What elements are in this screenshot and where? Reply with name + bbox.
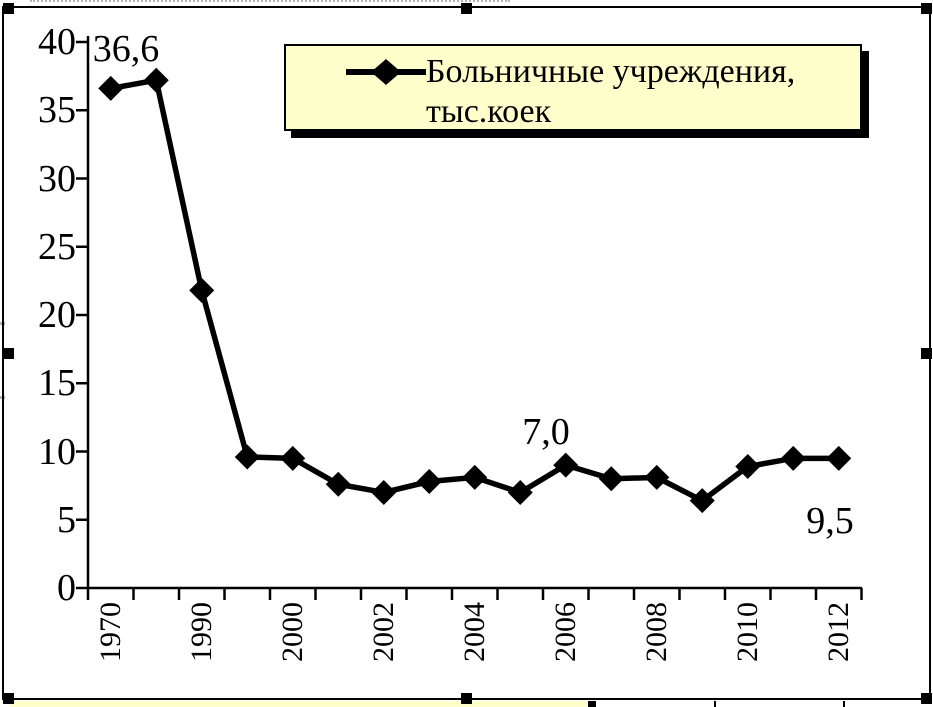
y-tick-label: 5 [57,498,76,541]
selection-handle-top-middle[interactable] [461,3,472,14]
y-tick-label: 40 [38,21,76,63]
series-line [110,77,839,504]
data-point-marker [234,444,260,470]
document-table-cell-border [714,701,716,707]
selection-handle-middle-left[interactable] [3,348,14,359]
data-point-marker [462,464,488,490]
x-tick-label: 1990 [184,602,218,662]
data-point-marker [598,466,624,492]
x-tick-label: 2008 [639,602,673,662]
data-point-marker [143,67,169,93]
x-tick-label: 2006 [548,602,582,662]
y-tick-label: 30 [38,157,76,200]
legend-label-line2: тыс.коек [426,93,552,130]
document-gridline-top [30,0,510,2]
y-tick-label: 10 [38,430,76,473]
data-label: 36,6 [92,28,160,70]
y-tick-label: 20 [38,294,76,336]
document-table-cell-border [843,701,845,707]
legend: Больничные учреждения, тыс.коек [284,44,862,131]
data-point-marker [98,75,124,101]
selection-handle-top-right[interactable] [921,3,932,14]
data-point-marker [644,464,670,490]
data-point-marker [507,479,533,505]
data-point-marker [416,469,442,495]
data-point-marker [689,488,715,514]
legend-series-marker-icon [346,59,426,85]
data-point-marker [780,445,806,471]
x-tick-label: 1970 [93,602,127,662]
x-tick-label: 2000 [275,602,309,662]
legend-label: Больничные учреждения, тыс.коек [426,52,795,132]
legend-label-line1: Больничные учреждения, [426,53,796,90]
y-tick-label: 0 [57,567,76,609]
selection-handle-bottom-middle[interactable] [461,693,472,704]
data-point-marker [553,452,579,478]
data-point-marker [826,445,852,471]
data-point-marker [280,445,306,471]
data-point-marker [189,277,215,303]
selection-handle-bottom-right[interactable] [921,693,932,704]
y-tick-label: 15 [38,362,76,405]
document-table-row-below [0,701,933,707]
data-point-marker [735,454,761,480]
data-point-marker [325,471,351,497]
x-tick-label: 2002 [366,602,400,662]
data-label: 7,0 [522,411,570,453]
selection-handle-bottom-left[interactable] [3,693,14,704]
document-table-cell-corner [588,701,596,707]
y-tick-label: 35 [38,89,76,132]
x-tick-label: 2012 [821,602,855,662]
y-tick-label: 25 [38,225,76,268]
x-tick-label: 2010 [730,602,764,662]
data-label: 9,5 [806,500,854,542]
selection-handle-top-left[interactable] [3,3,14,14]
x-tick-label: 2004 [457,602,491,662]
data-point-marker [371,479,397,505]
selection-handle-middle-right[interactable] [921,348,932,359]
document-table-cell-highlight [10,701,588,707]
